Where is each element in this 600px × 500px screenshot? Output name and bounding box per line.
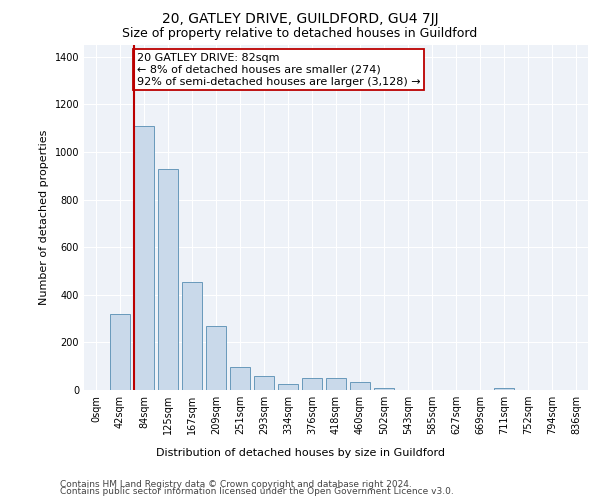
Y-axis label: Number of detached properties: Number of detached properties: [39, 130, 49, 305]
Bar: [134, 126, 154, 390]
Text: 20, GATLEY DRIVE, GUILDFORD, GU4 7JJ: 20, GATLEY DRIVE, GUILDFORD, GU4 7JJ: [161, 12, 439, 26]
Bar: [206, 326, 226, 390]
Bar: [110, 314, 130, 390]
Bar: [158, 168, 178, 390]
Text: 20 GATLEY DRIVE: 82sqm
← 8% of detached houses are smaller (274)
92% of semi-det: 20 GATLEY DRIVE: 82sqm ← 8% of detached …: [137, 54, 421, 86]
Text: Contains HM Land Registry data © Crown copyright and database right 2024.: Contains HM Land Registry data © Crown c…: [60, 480, 412, 489]
Bar: [182, 282, 202, 390]
Bar: [278, 384, 298, 390]
Bar: [302, 378, 322, 390]
Text: Size of property relative to detached houses in Guildford: Size of property relative to detached ho…: [122, 28, 478, 40]
Bar: [350, 382, 370, 390]
Text: Distribution of detached houses by size in Guildford: Distribution of detached houses by size …: [155, 448, 445, 458]
Bar: [494, 388, 514, 390]
Bar: [254, 376, 274, 390]
Bar: [326, 378, 346, 390]
Bar: [374, 388, 394, 390]
Text: Contains public sector information licensed under the Open Government Licence v3: Contains public sector information licen…: [60, 488, 454, 496]
Bar: [230, 368, 250, 390]
